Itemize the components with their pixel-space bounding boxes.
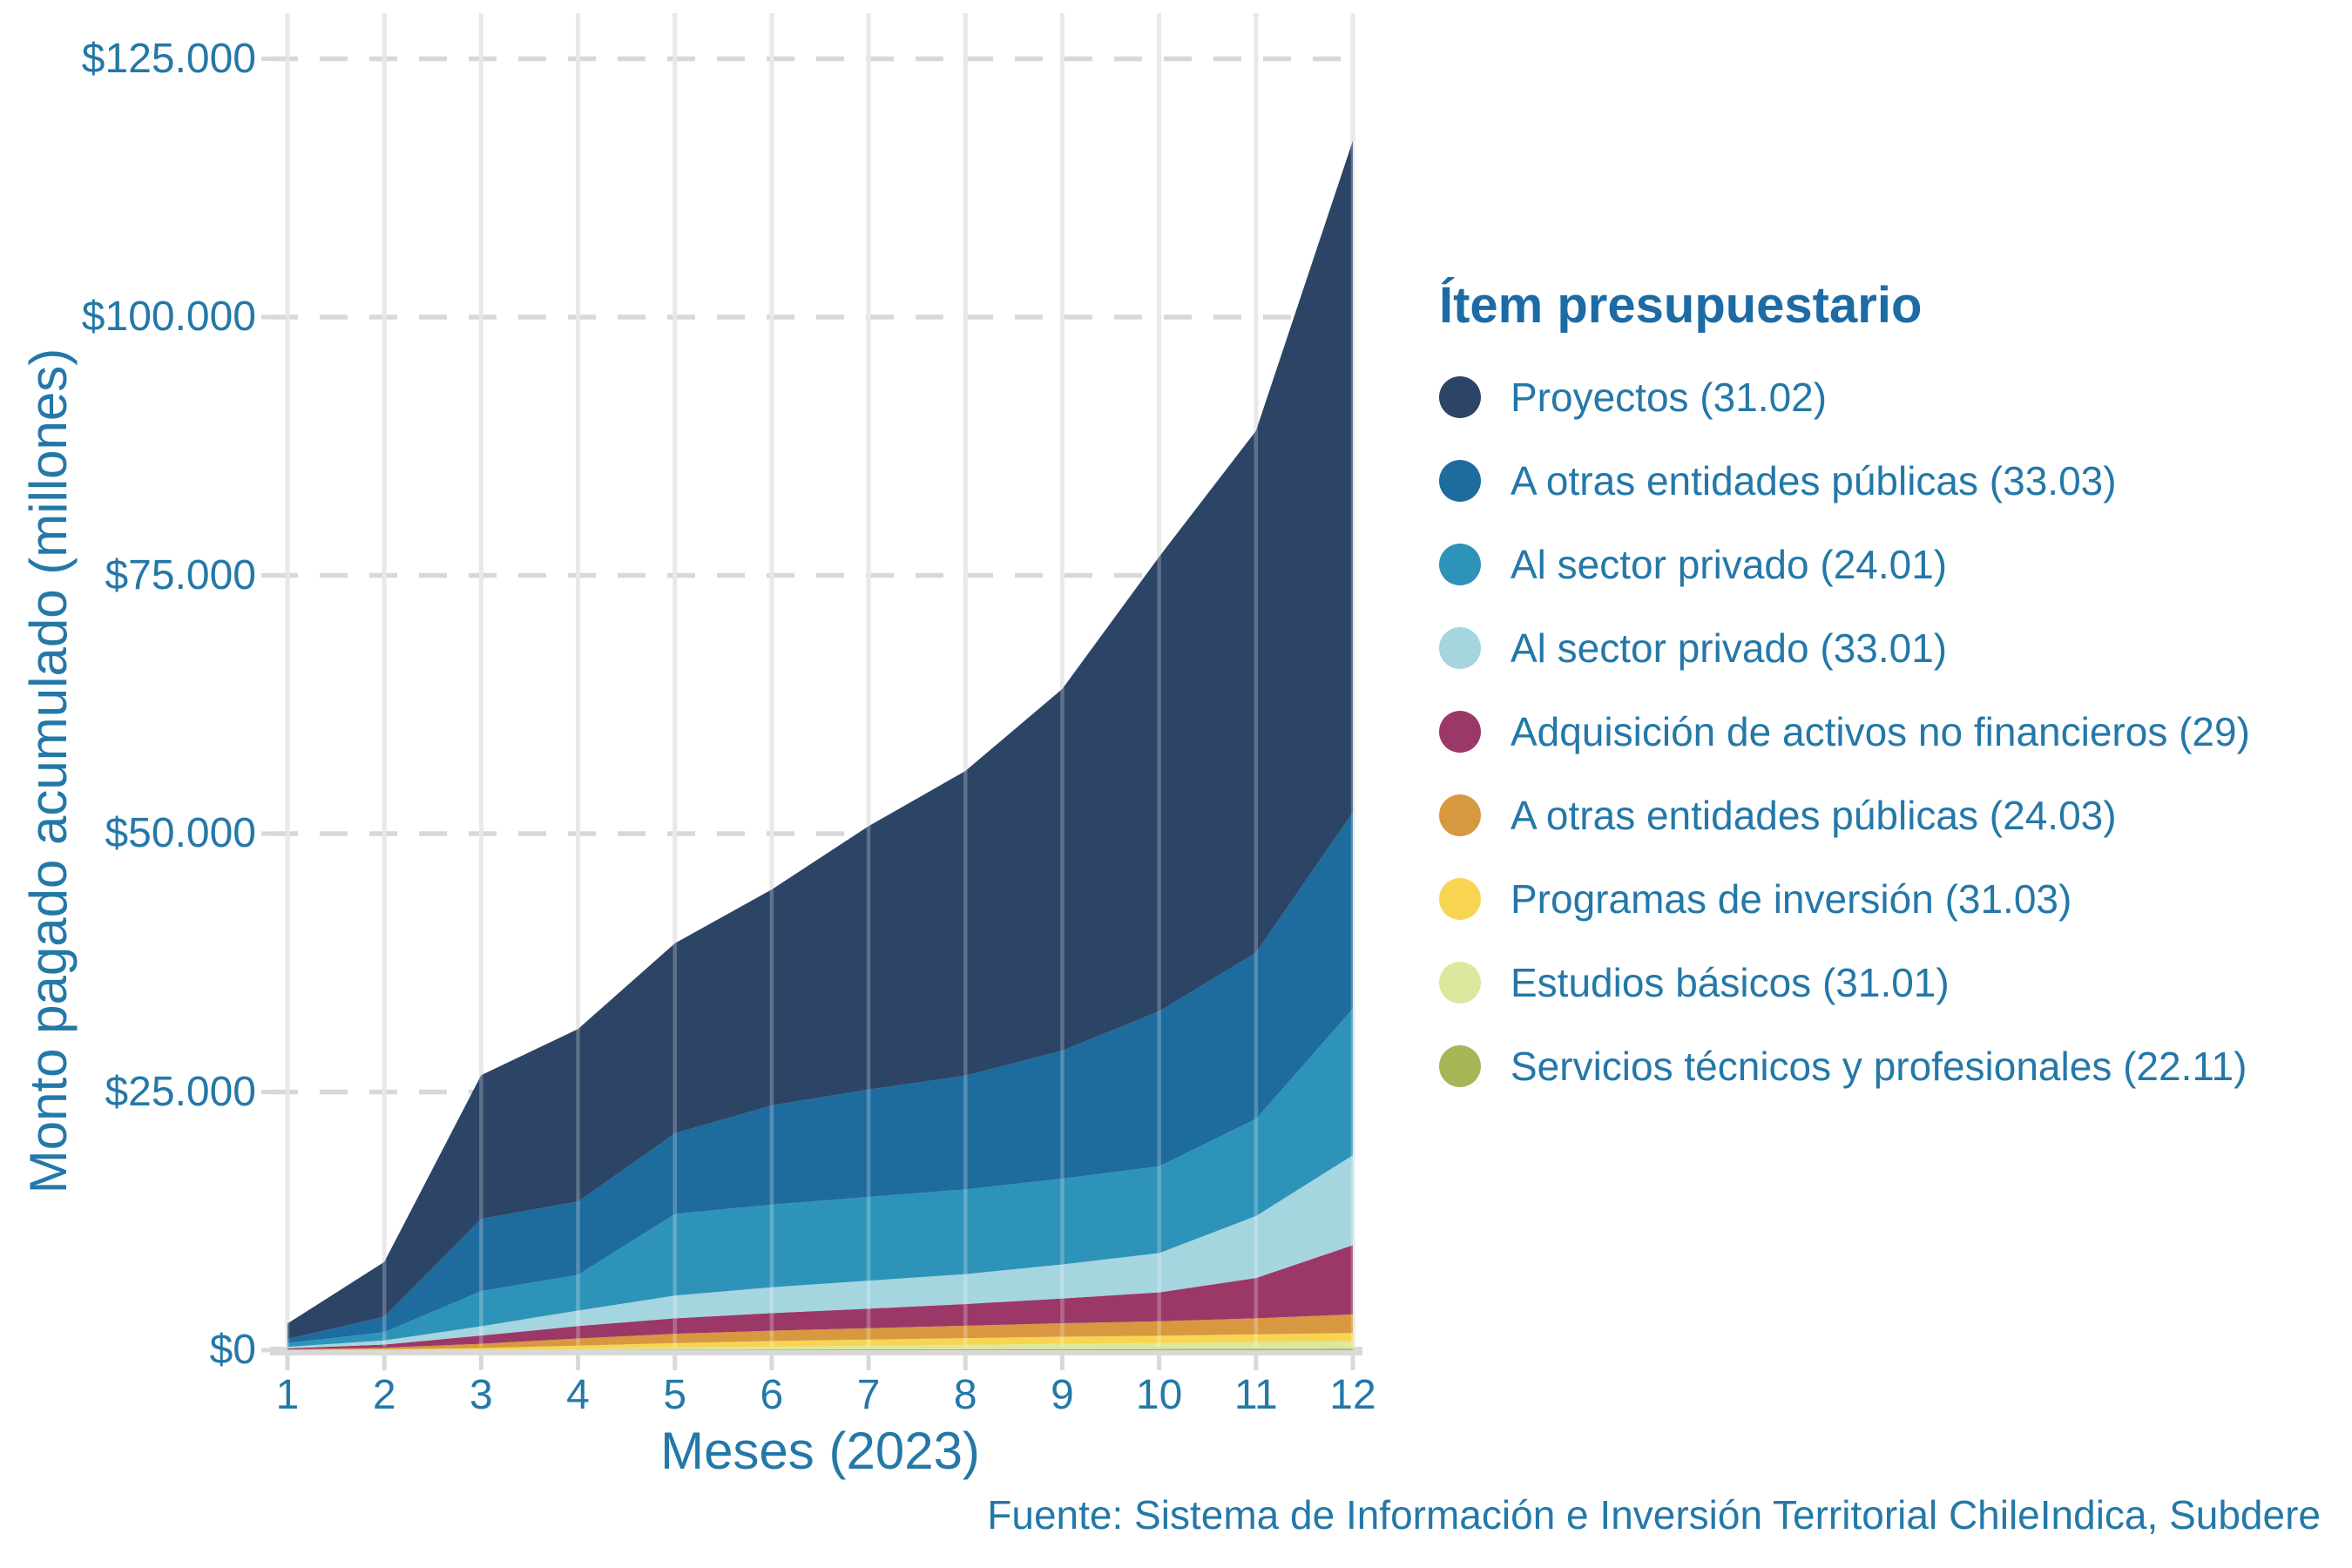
legend-item: Servicios técnicos y profesionales (22.1… xyxy=(1439,1024,2250,1108)
legend-swatch-icon xyxy=(1439,710,1481,753)
area-Adquisición de activos no financieros (29) xyxy=(287,1245,1353,1350)
legend-item: Proyectos (31.02) xyxy=(1439,355,2250,439)
area-Servicios técnicos y profesionales (22.11) xyxy=(287,1348,1353,1350)
x-tick-label: 4 xyxy=(566,1372,590,1418)
legend-swatch-icon xyxy=(1439,1044,1481,1087)
x-axis-tick xyxy=(285,1355,290,1370)
y-axis-tick xyxy=(261,573,287,578)
x-tick-label: 7 xyxy=(856,1372,881,1418)
legend-swatch-icon xyxy=(1439,375,1481,418)
legend-swatch-icon xyxy=(1439,459,1481,502)
y-tick-label: $0 xyxy=(209,1327,256,1373)
legend-item-label: Estudios básicos (31.01) xyxy=(1511,959,1950,1005)
x-tick-label: 11 xyxy=(1233,1372,1278,1418)
y-axis-title: Monto pagado acumulado (millones) xyxy=(19,348,78,1194)
x-axis-tick xyxy=(1254,1355,1259,1370)
legend-swatch-icon xyxy=(1439,794,1481,836)
x-tick-label: 10 xyxy=(1135,1372,1183,1418)
x-tick-label: 1 xyxy=(275,1372,300,1418)
legend-item: A otras entidades públicas (33.03) xyxy=(1439,439,2250,523)
x-axis-tick xyxy=(769,1355,774,1370)
legend-swatch-icon xyxy=(1439,543,1481,585)
legend-item: Al sector privado (24.01) xyxy=(1439,523,2250,606)
legend-item: Adquisición de activos no financieros (2… xyxy=(1439,690,2250,774)
x-tick-label: 8 xyxy=(953,1372,977,1418)
x-axis-tick xyxy=(1350,1355,1355,1370)
legend: Ítem presupuestario Proyectos (31.02) A o… xyxy=(1439,275,2250,1108)
legend-item: Programas de inversión (31.03) xyxy=(1439,857,2250,941)
x-axis-tick xyxy=(382,1355,387,1370)
x-tick-label: 3 xyxy=(470,1372,493,1418)
legend-item-label: Al sector privado (33.01) xyxy=(1511,625,1948,671)
x-axis-tick xyxy=(478,1355,483,1370)
source-note: Fuente: Sistema de Información e Inversi… xyxy=(987,1492,2321,1538)
legend-item: A otras entidades públicas (24.03) xyxy=(1439,774,2250,857)
x-axis-tick xyxy=(866,1355,871,1370)
y-axis-tick xyxy=(261,1348,287,1353)
y-tick-label: $100.000 xyxy=(81,294,256,340)
y-tick-label: $25.000 xyxy=(105,1068,256,1115)
area-Al sector privado (24.01) xyxy=(287,1008,1353,1348)
legend-item-label: Programas de inversión (31.03) xyxy=(1511,875,2072,922)
area-Estudios básicos (31.01) xyxy=(287,1341,1353,1350)
legend-swatch-icon xyxy=(1439,626,1481,669)
y-axis-tick xyxy=(261,314,287,320)
area-A otras entidades públicas (33.03) xyxy=(287,812,1353,1343)
legend-item: Al sector privado (33.01) xyxy=(1439,606,2250,690)
legend-swatch-icon xyxy=(1439,877,1481,920)
x-tick-label: 9 xyxy=(1051,1372,1074,1418)
y-tick-label: $125.000 xyxy=(81,35,256,82)
x-axis-title: Meses (2023) xyxy=(660,1422,980,1480)
x-axis-tick xyxy=(963,1355,968,1370)
x-axis-tick xyxy=(576,1355,581,1370)
y-axis-tick xyxy=(261,831,287,836)
y-axis-tick xyxy=(261,57,287,61)
x-tick-label: 5 xyxy=(663,1372,687,1418)
legend-item-label: Al sector privado (24.01) xyxy=(1511,541,1948,587)
legend-items: Proyectos (31.02) A otras entidades públi… xyxy=(1439,355,2250,1108)
legend-item-label: A otras entidades públicas (24.03) xyxy=(1511,792,2117,838)
area-Al sector privado (33.01) xyxy=(287,1155,1353,1348)
y-axis-tick xyxy=(261,1090,287,1094)
legend-swatch-icon xyxy=(1439,961,1481,1004)
x-axis-baseline xyxy=(270,1347,1362,1355)
legend-item-label: Servicios técnicos y profesionales (22.1… xyxy=(1511,1043,2247,1089)
x-axis-tick xyxy=(1059,1355,1064,1370)
x-axis-tick xyxy=(672,1355,678,1370)
legend-title: Ítem presupuestario xyxy=(1439,277,1923,334)
y-tick-label: $75.000 xyxy=(105,551,256,598)
area-Programas de inversión (31.03) xyxy=(287,1333,1353,1350)
x-axis-tick xyxy=(1157,1355,1162,1370)
y-tick-label: $50.000 xyxy=(105,810,256,856)
legend-item-label: Proyectos (31.02) xyxy=(1511,374,1828,420)
legend-item-label: Adquisición de activos no financieros (2… xyxy=(1511,708,2250,754)
x-tick-label: 12 xyxy=(1329,1372,1376,1418)
legend-item-label: A otras entidades públicas (33.03) xyxy=(1511,457,2117,504)
x-tick-label: 2 xyxy=(372,1372,396,1418)
area-A otras entidades públicas (24.03) xyxy=(287,1314,1353,1350)
x-tick-label: 6 xyxy=(760,1372,784,1418)
legend-item: Estudios básicos (31.01) xyxy=(1439,941,2250,1024)
area-Proyectos (31.02) xyxy=(287,140,1353,1340)
